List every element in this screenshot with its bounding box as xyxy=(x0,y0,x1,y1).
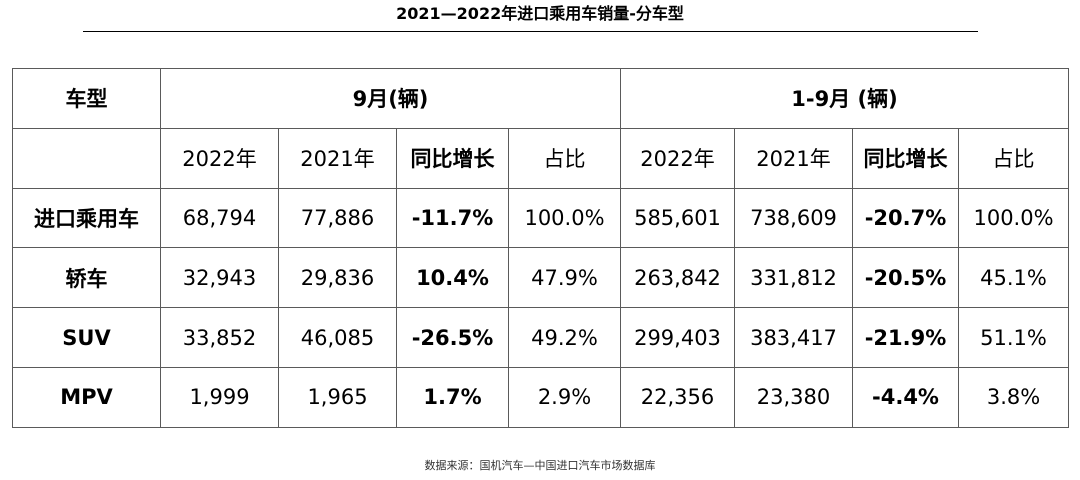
table-cell: 47.9% xyxy=(508,247,621,309)
data-source-note: 数据来源：国机汽车—中国进口汽车市场数据库 xyxy=(424,459,656,472)
page-title: 2021—2022年进口乘用车销量-分车型 xyxy=(396,4,684,23)
table-cell: 77,886 xyxy=(278,187,397,249)
table-row: 进口乘用车 68,794 77,886 -11.7% 100.0% 585,601 738,… xyxy=(12,187,1070,249)
table-cell: 23,380 xyxy=(734,366,853,428)
header-model: 车型 xyxy=(12,68,161,129)
table-cell: 299,403 xyxy=(620,307,735,368)
table-cell: 331,812 xyxy=(734,247,853,309)
table-cell: -26.5% xyxy=(396,307,509,368)
col-header: 2021年 xyxy=(734,127,853,189)
table-cell: 29,836 xyxy=(278,247,397,309)
row-label: 轿车 xyxy=(12,247,161,309)
table-cell: 1.7% xyxy=(396,366,509,428)
header-jan-sep: 1-9月 (辆) xyxy=(619,68,1070,129)
col-header: 同比增长 xyxy=(852,127,959,189)
table-cell: 10.4% xyxy=(396,247,509,309)
table-row: 轿车 32,943 29,836 10.4% 47.9% 263,842 331,812 -2… xyxy=(12,247,1070,309)
table-cell: -20.7% xyxy=(852,187,959,249)
table-cell: 263,842 xyxy=(620,247,735,309)
table-row: SUV 33,852 46,085 -26.5% 49.2% 299,403 383,417… xyxy=(12,307,1070,368)
table-cell: 1,999 xyxy=(160,366,279,428)
table-cell: 33,852 xyxy=(160,307,279,368)
col-header: 2022年 xyxy=(160,127,279,189)
title-underline xyxy=(83,31,978,32)
table-cell: 383,417 xyxy=(734,307,853,368)
row-label: MPV xyxy=(12,366,161,428)
row-label: SUV xyxy=(12,307,161,368)
table-cell: -11.7% xyxy=(396,187,509,249)
header-empty-cell xyxy=(12,127,161,189)
table-body: 进口乘用车 68,794 77,886 -11.7% 100.0% 585,601 738,… xyxy=(12,187,1070,428)
row-label: 进口乘用车 xyxy=(12,187,161,249)
table-cell: -21.9% xyxy=(852,307,959,368)
table-cell: 100.0% xyxy=(957,187,1070,249)
col-header: 2021年 xyxy=(278,127,397,189)
table-cell: 68,794 xyxy=(160,187,279,249)
table-cell: 51.1% xyxy=(957,307,1070,368)
table-row: MPV 1,999 1,965 1.7% 2.9% 22,356 23,380 -4.4% 3.… xyxy=(12,366,1070,428)
col-header: 占比 xyxy=(508,127,621,189)
table-cell: -4.4% xyxy=(852,366,959,428)
col-header: 同比增长 xyxy=(396,127,509,189)
table-cell: 100.0% xyxy=(508,187,621,249)
table-cell: 1,965 xyxy=(278,366,397,428)
table-cell: 49.2% xyxy=(508,307,621,368)
table-cell: 2.9% xyxy=(508,366,621,428)
sales-table: 车型 9月(辆) 1-9月 (辆) 2022年 2021年 同比增长 占比 20… xyxy=(12,68,1070,428)
header-row-groups: 车型 9月(辆) 1-9月 (辆) xyxy=(12,68,1070,129)
table-cell: -20.5% xyxy=(852,247,959,309)
header-september: 9月(辆) xyxy=(160,68,621,129)
header-row-columns: 2022年 2021年 同比增长 占比 2022年 2021年 同比增长 占比 xyxy=(12,127,1070,189)
table-cell: 46,085 xyxy=(278,307,397,368)
table-cell: 585,601 xyxy=(620,187,735,249)
table-cell: 32,943 xyxy=(160,247,279,309)
table-cell: 738,609 xyxy=(734,187,853,249)
col-header: 占比 xyxy=(957,127,1070,189)
table-cell: 22,356 xyxy=(620,366,735,428)
table-cell: 45.1% xyxy=(957,247,1070,309)
table-cell: 3.8% xyxy=(957,366,1070,428)
col-header: 2022年 xyxy=(620,127,735,189)
